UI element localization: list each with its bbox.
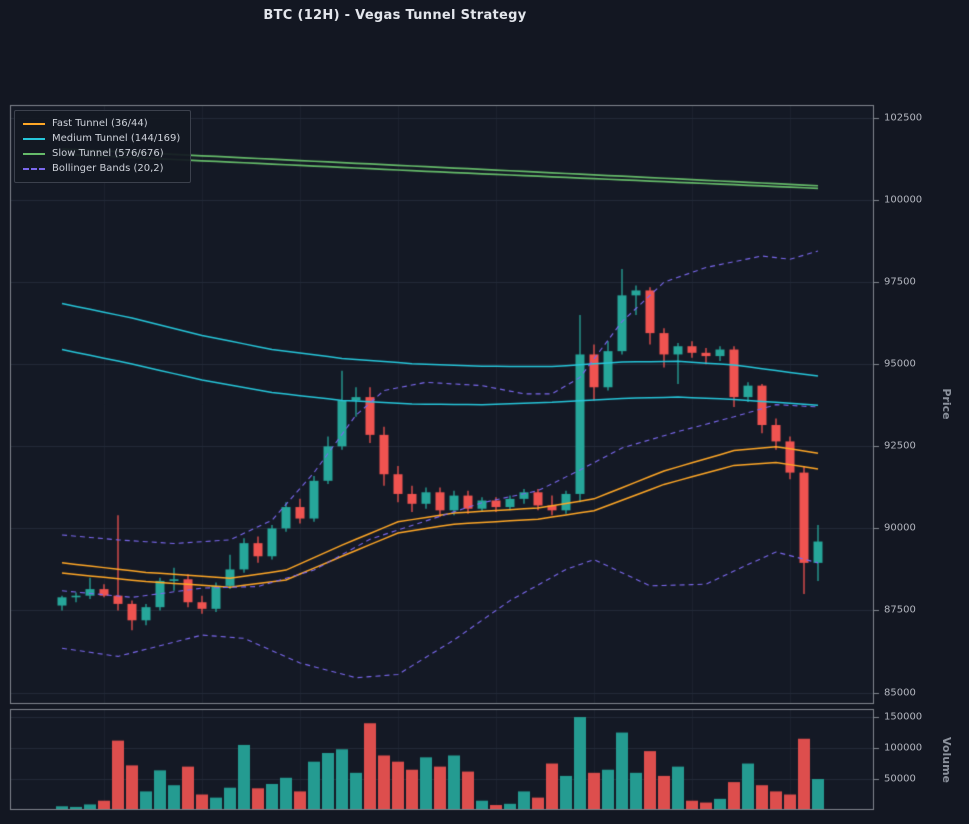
price-tick-label: 97500 xyxy=(884,276,916,288)
fast-tunnel-line-swatch xyxy=(23,122,45,125)
legend-item-medium-tunnel: Medium Tunnel (144/169) xyxy=(23,131,180,146)
chart-title: BTC (12H) - Vegas Tunnel Strategy xyxy=(263,8,527,23)
price-tick-label: 95000 xyxy=(884,358,916,370)
price-tick-label: 102500 xyxy=(884,112,923,124)
legend-label: Slow Tunnel (576/676) xyxy=(52,148,164,159)
volume-tick-label: 50000 xyxy=(884,773,916,785)
legend-label: Fast Tunnel (36/44) xyxy=(52,118,148,129)
price-tick-label: 90000 xyxy=(884,522,916,534)
legend-label: Medium Tunnel (144/169) xyxy=(52,133,181,144)
bollinger-bands-line-swatch xyxy=(23,167,45,170)
slow-tunnel-line-swatch xyxy=(23,152,45,155)
legend: Fast Tunnel (36/44) Medium Tunnel (144/1… xyxy=(14,110,192,183)
price-axis-label: Price xyxy=(940,388,954,420)
price-tick-label: 100000 xyxy=(884,194,923,206)
volume-tick-label: 150000 xyxy=(884,711,923,723)
medium-tunnel-line-swatch xyxy=(23,137,45,140)
legend-item-slow-tunnel: Slow Tunnel (576/676) xyxy=(23,146,180,161)
volume-axis-label: Volume xyxy=(940,737,954,783)
legend-item-fast-tunnel: Fast Tunnel (36/44) xyxy=(23,116,180,131)
price-tick-label: 87500 xyxy=(884,604,916,616)
volume-tick-label: 100000 xyxy=(884,742,923,754)
price-tick-label: 85000 xyxy=(884,687,916,698)
price-tick-label: 92500 xyxy=(884,440,916,452)
legend-item-bollinger-bands: Bollinger Bands (20,2) xyxy=(23,161,180,176)
legend-label: Bollinger Bands (20,2) xyxy=(52,163,164,174)
